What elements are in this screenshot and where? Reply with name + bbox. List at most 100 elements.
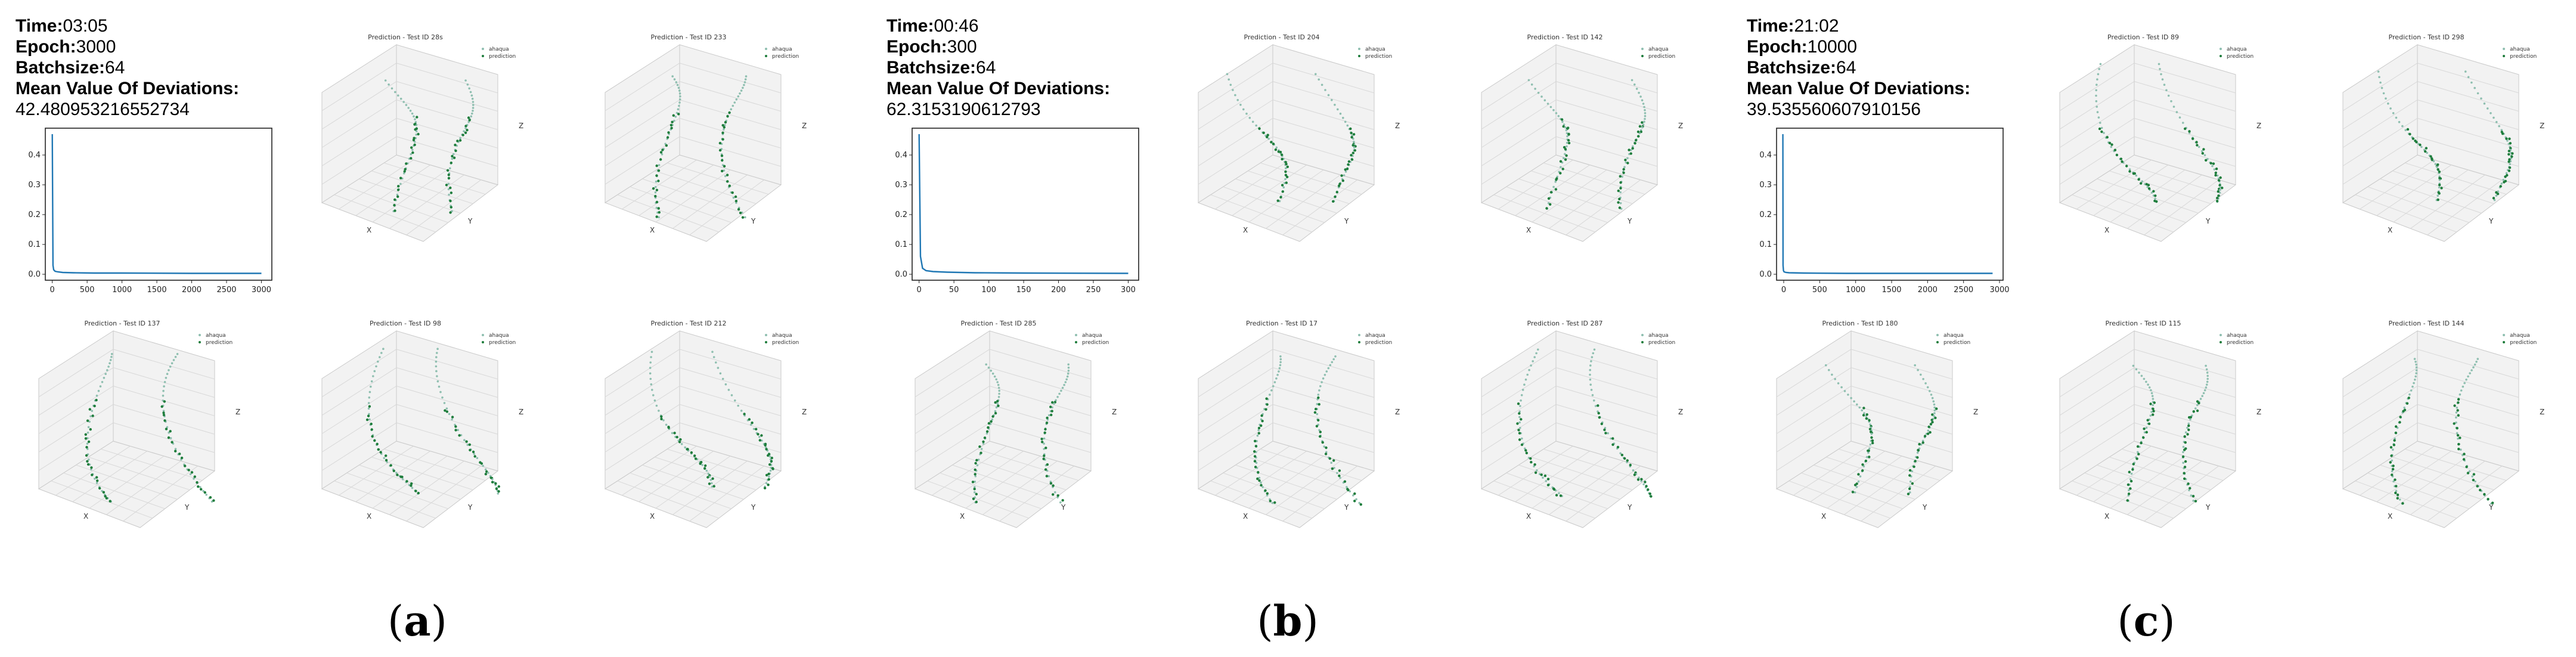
prediction-point [2476, 485, 2479, 488]
prediction-point [1332, 200, 1335, 203]
grid-line [989, 349, 1092, 380]
prediction-3d-chart: Prediction - Test ID 180ahaquaprediction… [1775, 320, 1978, 528]
prediction-point [1258, 479, 1261, 482]
truth-point [165, 377, 168, 379]
prediction-subplot: Prediction - Test ID 17 ahaqua prediction X… [1163, 310, 1419, 557]
x-axis-label: X [650, 512, 655, 520]
truth-point [2095, 89, 2097, 92]
prediction-point [987, 426, 990, 429]
grid-line [915, 404, 990, 453]
truth-point [1239, 104, 1242, 106]
legend-label-prediction: prediction [772, 340, 799, 346]
prediction-point [1313, 411, 1317, 414]
truth-point [463, 439, 466, 441]
prediction-point [458, 139, 462, 142]
legend-marker-truth [765, 48, 767, 50]
prediction-3d-chart: Prediction - Test ID 142ahaquaprediction… [1480, 33, 1683, 242]
prediction-point [2411, 137, 2414, 140]
prediction-subplot: Prediction - Test ID 98 ahaqua prediction X… [286, 310, 543, 557]
truth-point [1519, 427, 1521, 429]
prediction-point [84, 433, 87, 436]
truth-point [1604, 427, 1607, 429]
legend-marker-truth [1641, 334, 1644, 336]
truth-point [401, 478, 404, 481]
grid-line [1272, 117, 1375, 148]
prediction-point [2184, 460, 2187, 463]
grid-line [2059, 349, 2135, 398]
subplot-title: Prediction - Test ID 144 [2389, 320, 2465, 327]
prediction-point [401, 475, 404, 479]
prediction-point [1338, 469, 1341, 472]
truth-point [101, 489, 103, 492]
truth-point [1275, 377, 1278, 380]
truth-point [2172, 106, 2175, 108]
prediction-point [2187, 482, 2190, 485]
truth-point [2404, 129, 2407, 131]
prediction-point [497, 485, 500, 488]
prediction-point [454, 144, 457, 147]
y-axis-label: Y [751, 503, 756, 512]
grid-line [2059, 63, 2135, 111]
prediction-point [85, 454, 88, 457]
truth-point [2391, 470, 2394, 473]
truth-point [2182, 461, 2184, 464]
prediction-point [1934, 416, 1937, 420]
prediction-point [1567, 139, 1570, 142]
truth-point [2100, 126, 2103, 129]
truth-point [1540, 95, 1543, 98]
prediction-point [468, 119, 471, 122]
truth-point [671, 75, 674, 78]
truth-point [1334, 104, 1336, 106]
z-axis-label: Z [1112, 408, 1117, 416]
truth-point [447, 188, 450, 191]
truth-point [1909, 491, 1911, 494]
prediction-point [1347, 160, 1351, 163]
truth-point [1353, 146, 1356, 149]
prediction-point [458, 434, 461, 437]
prediction-point [2431, 158, 2434, 162]
truth-point [1867, 451, 1870, 454]
prediction-point [2119, 157, 2123, 160]
truth-point [1644, 117, 1646, 120]
truth-point [189, 473, 192, 476]
prediction-point [454, 425, 457, 428]
truth-point [1336, 472, 1338, 475]
prediction-point [2127, 492, 2131, 495]
prediction-point [1929, 431, 1932, 434]
prediction-point [1350, 136, 1353, 139]
loss-series-line [918, 134, 1129, 274]
truth-point [2467, 375, 2469, 378]
grid-line [1282, 179, 1357, 235]
truth-point [743, 81, 746, 83]
prediction-point [2188, 416, 2191, 419]
truth-point [2414, 361, 2417, 363]
truth-point [1644, 112, 1647, 114]
truth-point [711, 351, 714, 353]
truth-point [1327, 94, 1330, 97]
truth-point [655, 180, 658, 183]
subplot-title: Prediction - Test ID 287 [1527, 320, 1603, 327]
truth-point [1344, 120, 1347, 123]
truth-point [2206, 157, 2209, 160]
x-tick-label: 3000 [1989, 286, 2009, 295]
truth-point [2216, 174, 2219, 177]
truth-point [438, 385, 441, 388]
truth-point [1527, 79, 1530, 82]
prediction-point [2147, 187, 2151, 190]
prediction-point [2393, 439, 2396, 442]
prediction-point [444, 409, 447, 412]
truth-point [2206, 374, 2209, 377]
prediction-point [1520, 418, 1523, 421]
truth-point [2145, 426, 2148, 429]
prediction-point [734, 200, 738, 203]
prediction-point [450, 206, 452, 209]
prediction-point [2216, 197, 2219, 200]
prediction-subplot: Prediction - Test ID 298 ahaqua prediction… [2307, 24, 2563, 271]
time-label: Time: [16, 16, 63, 36]
subplot-title: Prediction - Test ID 285 [961, 320, 1037, 327]
prediction-point [371, 435, 374, 438]
truth-point [1542, 476, 1544, 479]
prediction-point [2183, 477, 2186, 481]
grid-line [321, 386, 397, 434]
truth-point [1320, 381, 1323, 383]
